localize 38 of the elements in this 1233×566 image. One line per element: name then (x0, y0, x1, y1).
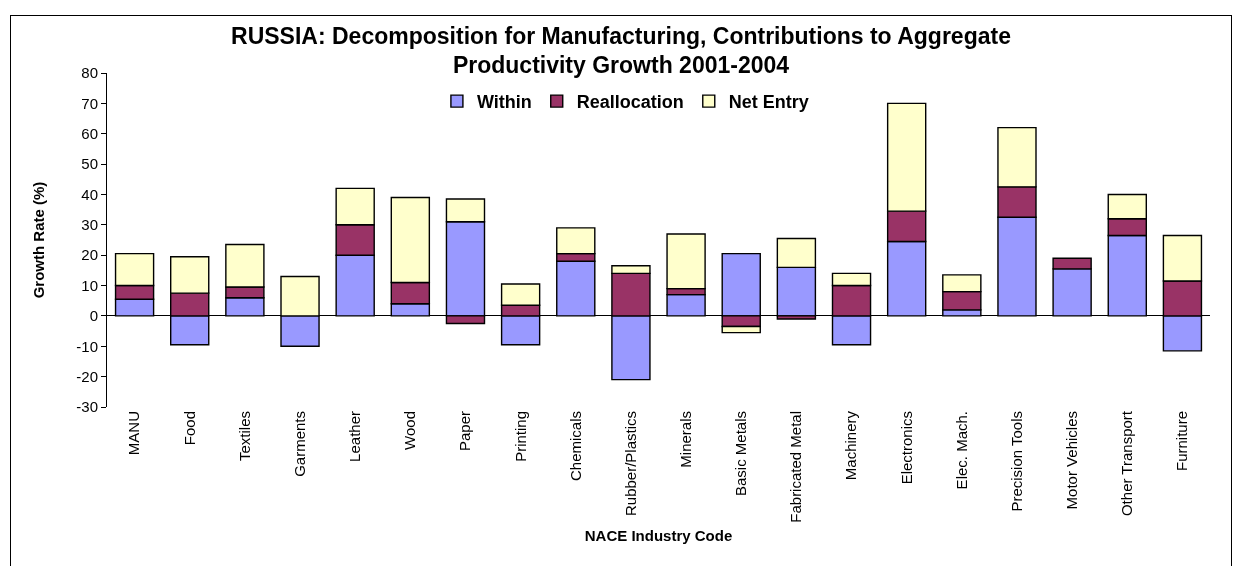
x-tick-label: Leather (346, 411, 364, 462)
y-tick-label: 10 (81, 276, 98, 294)
x-tick-label: Other Transport (1118, 410, 1136, 517)
x-tick-label: Furniture (1173, 411, 1191, 472)
x-tick-label: Fabricated Metal (787, 411, 805, 523)
y-tick-label: 70 (81, 94, 98, 112)
y-tick-label: 40 (81, 185, 98, 203)
y-tick-label: -20 (76, 367, 98, 385)
chart-title: RUSSIA: Decomposition for Manufacturing, Contributions to Aggregate Productivity Growth 2001-2004 (231, 22, 1011, 79)
legend-label: Reallocation (576, 92, 684, 113)
y-tick-label: -30 (76, 398, 98, 416)
x-tick-label: Motor Vehicles (1063, 411, 1081, 510)
y-tick-label: 20 (81, 246, 98, 264)
legend-label: Within (476, 92, 532, 113)
x-tick-label: Minerals (676, 411, 694, 468)
x-axis-title: NACE Industry Code (584, 526, 733, 544)
x-tick-label: Elec. Mach. (952, 411, 970, 490)
y-tick-label: 0 (89, 307, 98, 325)
y-axis-title: Growth Rate (%) (29, 181, 47, 299)
y-tick-label: 80 (81, 64, 98, 82)
x-tick-label: Food (180, 411, 198, 446)
x-tick-label: Chemicals (566, 411, 584, 482)
x-tick-label: Paper (456, 411, 474, 452)
y-tick-label: 50 (81, 155, 98, 173)
y-tick-label: 60 (81, 124, 98, 142)
x-tick-label: Basic Metals (732, 411, 750, 497)
x-tick-label: Garments (290, 411, 308, 477)
x-tick-label: Electronics (897, 411, 915, 485)
x-tick-label: Rubber/Plastics (621, 411, 639, 517)
x-tick-label: MANU (125, 411, 143, 456)
x-tick-label: Precision Tools (1007, 411, 1025, 512)
y-tick-label: -10 (76, 337, 98, 355)
legend-label: Net Entry (728, 92, 809, 113)
x-tick-label: Printing (511, 411, 529, 462)
x-tick-label: Wood (401, 411, 419, 450)
y-tick-label: 30 (81, 216, 98, 234)
x-tick-label: Textiles (235, 411, 253, 462)
x-tick-label: Machinery (842, 410, 860, 481)
